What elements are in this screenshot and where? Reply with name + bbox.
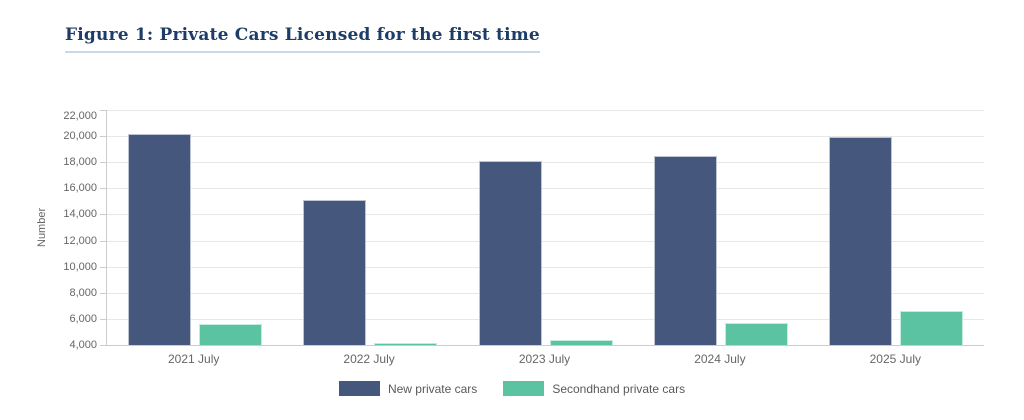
- plot-area: [100, 110, 984, 346]
- x-axis-label-2025-july: 2025 July: [869, 352, 921, 366]
- y-tick-label-6-000: 6,000: [69, 312, 97, 325]
- gridline-6-000: [107, 318, 984, 320]
- y-tick-label-12-000: 12,000: [63, 234, 97, 247]
- bar-secondhand-private-cars-2021-july: [198, 324, 262, 345]
- y-tick-label-20-000: 20,000: [63, 130, 97, 143]
- x-axis-label-2024-july: 2024 July: [694, 352, 746, 366]
- y-tick-mark-16-000: [100, 188, 107, 190]
- bar-new-private-cars-2021-july: [127, 133, 191, 345]
- x-axis-label-2023-july: 2023 July: [518, 352, 571, 366]
- y-tick-label-10-000: 10,000: [63, 260, 97, 273]
- y-tick-mark-8-000: [100, 292, 107, 294]
- y-tick-label-4-000: 4,000: [69, 339, 97, 351]
- gridline-14-000: [107, 214, 984, 216]
- y-tick-label-16-000: 16,000: [63, 182, 97, 195]
- legend-item-secondhand-private-cars: Secondhand private cars: [503, 381, 685, 396]
- x-axis-labels: 2021 July 2022 July 2023 July 2024 July 2025…: [106, 352, 983, 368]
- y-tick-label-14-000: 14,000: [63, 208, 97, 221]
- y-tick-mark-12-000: [100, 240, 107, 242]
- gridline-10-000: [107, 266, 984, 268]
- y-tick-mark-22-000: [100, 110, 107, 111]
- figure-title: Figure 1: Private Cars Licensed for the …: [65, 25, 540, 53]
- bar-new-private-cars-2022-july: [303, 200, 367, 345]
- gridline-20-000: [107, 136, 984, 138]
- gridline-12-000: [107, 240, 984, 242]
- bar-new-private-cars-2024-july: [653, 155, 717, 345]
- y-tick-mark-14-000: [100, 214, 107, 216]
- y-tick-mark-10-000: [100, 266, 107, 268]
- y-tick-mark-20-000: [100, 136, 107, 138]
- y-axis-tick-labels: 22,000 20,000 18,000 16,000 14,000 12,000 10,0…: [0, 110, 97, 351]
- y-tick-label-22-000: 22,000: [63, 110, 97, 122]
- x-axis-label-2022-july: 2022 July: [343, 352, 395, 366]
- bar-secondhand-private-cars-2024-july: [724, 323, 788, 345]
- y-tick-mark-4-000: [100, 345, 107, 346]
- x-axis-label-2021-july: 2021 July: [168, 352, 220, 366]
- bar-new-private-cars-2023-july: [478, 160, 542, 345]
- legend-swatch-new-private-cars: [338, 381, 380, 396]
- gridline-18-000: [107, 162, 984, 164]
- bar-secondhand-private-cars-2022-july: [374, 343, 438, 345]
- y-tick-mark-6-000: [100, 318, 107, 320]
- y-tick-label-18-000: 18,000: [63, 156, 97, 169]
- bar-secondhand-private-cars-2023-july: [549, 340, 613, 345]
- bar-new-private-cars-2025-july: [829, 137, 893, 345]
- gridline-22-000: [107, 110, 984, 111]
- y-tick-mark-18-000: [100, 162, 107, 164]
- gridline-8-000: [107, 292, 984, 294]
- legend-swatch-secondhand-private-cars: [503, 381, 545, 396]
- legend-label-new-private-cars: New private cars: [387, 381, 478, 396]
- y-tick-label-8-000: 8,000: [69, 286, 97, 299]
- gridline-16-000: [107, 188, 984, 190]
- chart-legend: New private cars Secondhand private cars: [0, 381, 1024, 396]
- bar-secondhand-private-cars-2025-july: [900, 311, 964, 345]
- legend-label-secondhand-private-cars: Secondhand private cars: [552, 381, 686, 396]
- legend-item-new-private-cars: New private cars: [338, 381, 478, 396]
